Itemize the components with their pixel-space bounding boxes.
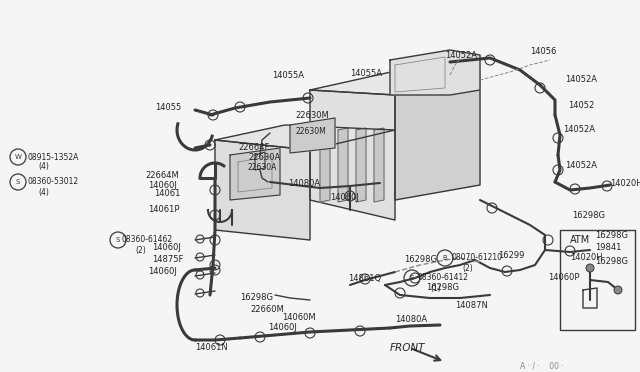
Polygon shape <box>320 128 330 202</box>
Text: 16298G: 16298G <box>595 257 628 266</box>
Text: 08360-53012: 08360-53012 <box>28 177 79 186</box>
Text: 14055A: 14055A <box>350 68 382 77</box>
Text: 14020H: 14020H <box>610 179 640 187</box>
Text: 19841: 19841 <box>595 244 621 253</box>
Text: 14060P: 14060P <box>548 273 579 282</box>
Text: 08070-61210: 08070-61210 <box>452 253 503 263</box>
Text: 14060J: 14060J <box>148 267 177 276</box>
Text: 14080A: 14080A <box>288 179 320 187</box>
Polygon shape <box>230 148 280 200</box>
Text: 22664M: 22664M <box>145 170 179 180</box>
Text: 08360-61412: 08360-61412 <box>418 273 469 282</box>
Text: 08360-61462: 08360-61462 <box>122 235 173 244</box>
Text: 14020H: 14020H <box>570 253 603 263</box>
Text: (2): (2) <box>135 246 146 254</box>
Polygon shape <box>374 128 384 202</box>
Text: 14087N: 14087N <box>455 301 488 310</box>
Text: B: B <box>443 255 447 261</box>
Text: 14060J: 14060J <box>330 192 359 202</box>
Text: 22664F: 22664F <box>238 144 269 153</box>
Text: (4): (4) <box>38 187 49 196</box>
Polygon shape <box>310 90 395 220</box>
Text: FRONT: FRONT <box>390 343 426 353</box>
Text: 14052A: 14052A <box>563 125 595 135</box>
Text: 14055A: 14055A <box>272 71 304 80</box>
Text: 14060J: 14060J <box>268 324 297 333</box>
Polygon shape <box>215 125 395 150</box>
Polygon shape <box>356 128 366 202</box>
Text: (4): (4) <box>38 163 49 171</box>
Text: 22630M: 22630M <box>295 110 329 119</box>
Bar <box>560 230 635 330</box>
Text: 14080A: 14080A <box>395 315 427 324</box>
Text: 14052: 14052 <box>568 100 595 109</box>
Text: 14052A: 14052A <box>565 76 597 84</box>
Text: S: S <box>410 275 414 281</box>
Text: S: S <box>16 179 20 185</box>
Text: A · / ·    00 ·: A · / · 00 · <box>520 362 564 371</box>
Text: 16298G: 16298G <box>404 256 437 264</box>
Text: 16298G: 16298G <box>572 211 605 219</box>
Text: 14061P: 14061P <box>148 205 179 215</box>
Circle shape <box>614 286 622 294</box>
Text: 08915-1352A: 08915-1352A <box>28 153 79 161</box>
Circle shape <box>586 264 594 272</box>
Text: (2): (2) <box>462 263 473 273</box>
Text: 14875F: 14875F <box>152 256 184 264</box>
Text: W: W <box>15 154 21 160</box>
Text: 16298G: 16298G <box>595 231 628 240</box>
Text: (1): (1) <box>430 283 441 292</box>
Text: 14061N: 14061N <box>195 343 228 353</box>
Text: 14055: 14055 <box>155 103 181 112</box>
Text: 22630A: 22630A <box>248 163 277 171</box>
Polygon shape <box>215 140 310 240</box>
Text: S: S <box>116 237 120 243</box>
Text: 22630A: 22630A <box>248 154 280 163</box>
Polygon shape <box>310 70 480 95</box>
Text: 16298G: 16298G <box>240 294 273 302</box>
Polygon shape <box>338 128 348 202</box>
Text: 14052A: 14052A <box>565 160 597 170</box>
Text: 16299: 16299 <box>498 251 524 260</box>
Text: 22630M: 22630M <box>295 126 326 135</box>
Text: 22660M: 22660M <box>250 305 284 314</box>
Text: ATM: ATM <box>570 235 590 245</box>
Text: 14060J: 14060J <box>148 180 177 189</box>
Text: 14052A: 14052A <box>445 51 477 60</box>
Text: 14061: 14061 <box>154 189 180 199</box>
Text: 14056: 14056 <box>530 48 556 57</box>
Text: 14060M: 14060M <box>282 314 316 323</box>
Text: 16298G: 16298G <box>426 283 459 292</box>
Text: 14060J: 14060J <box>152 244 181 253</box>
Polygon shape <box>290 118 335 153</box>
Polygon shape <box>390 50 480 95</box>
Text: 14861Q: 14861Q <box>348 273 381 282</box>
Polygon shape <box>395 75 480 200</box>
